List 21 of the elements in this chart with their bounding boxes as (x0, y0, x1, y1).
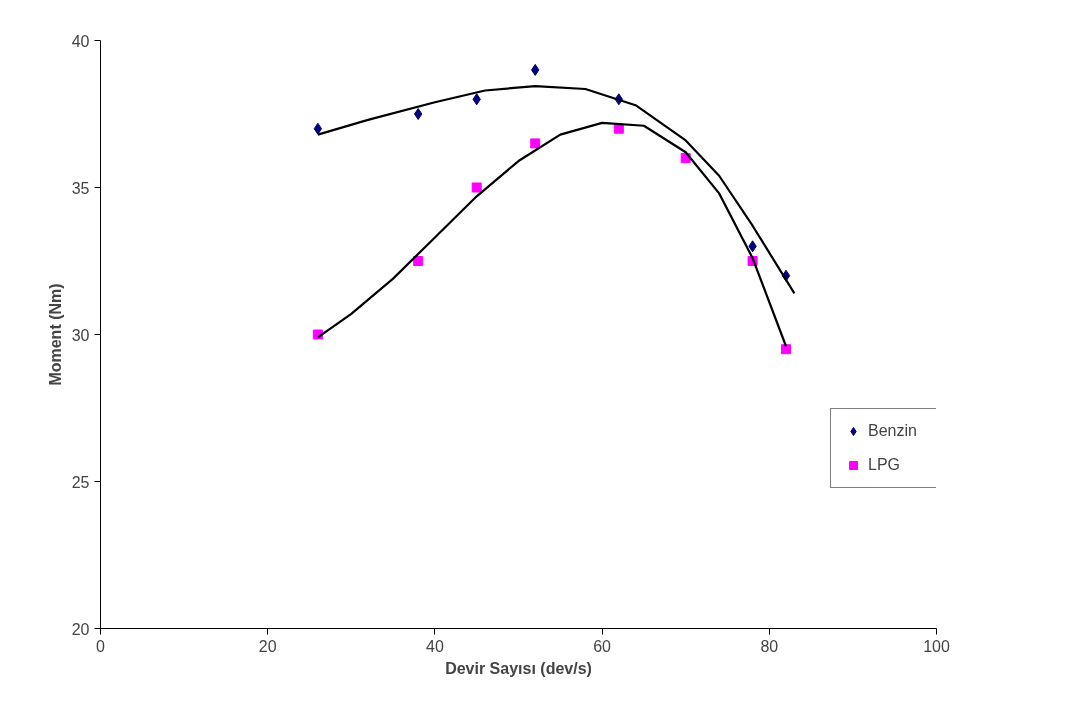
x-tick-label: 40 (426, 637, 444, 655)
x-tick-label: 100 (923, 637, 950, 655)
y-axis-title: Moment (Nm) (46, 283, 64, 386)
point (413, 256, 424, 266)
x-axis-title: Devir Sayısı (dev/s) (445, 659, 592, 677)
y-tick-label: 20 (71, 620, 90, 638)
x-tick-label: 20 (258, 637, 277, 655)
point (313, 122, 323, 135)
y-tick-label: 30 (71, 326, 90, 344)
point (414, 108, 423, 120)
x-tick-label: 0 (96, 637, 106, 655)
x-tick-label: 80 (760, 637, 779, 655)
y-tick-label: 40 (71, 32, 90, 50)
point (781, 344, 792, 355)
point (530, 138, 541, 149)
y-tick-label: 25 (71, 473, 90, 491)
x-tick-label: 60 (593, 637, 612, 655)
legend-label: LPG (868, 456, 901, 474)
point (471, 182, 482, 193)
legend-label: Benzin (868, 422, 918, 440)
y-tick-label: 35 (71, 179, 90, 197)
